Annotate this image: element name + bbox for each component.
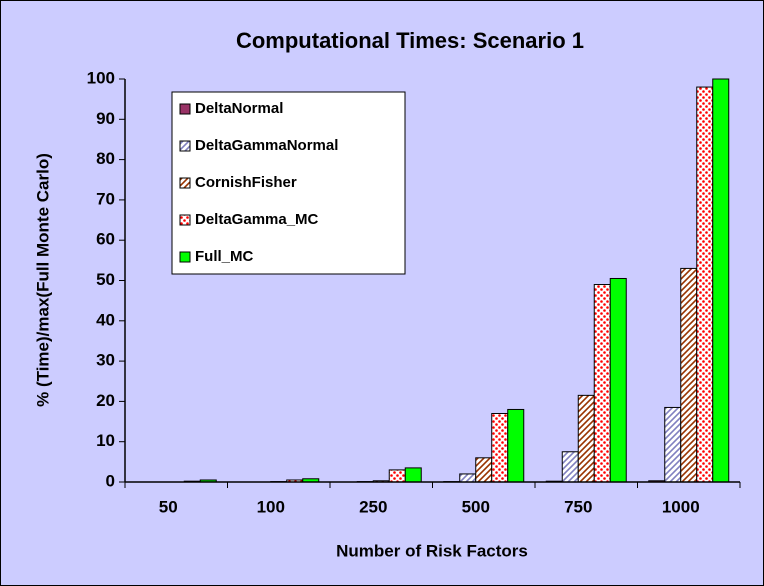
y-tick-label: 60 <box>96 230 115 249</box>
bar <box>507 408 525 483</box>
y-tick-label: 100 <box>87 68 115 87</box>
bar <box>388 469 406 483</box>
y-tick-label: 50 <box>96 270 115 289</box>
y-tick-label: 30 <box>96 351 115 370</box>
bar <box>404 467 422 483</box>
x-tick-label: 100 <box>257 497 285 516</box>
legend-swatch <box>179 177 191 189</box>
y-tick-label: 0 <box>106 471 115 490</box>
legend-label: Full_MC <box>195 248 253 265</box>
legend-box <box>171 91 406 275</box>
y-tick-label: 90 <box>96 109 115 128</box>
legend-swatch <box>179 251 191 263</box>
bar <box>459 473 477 483</box>
legend-label: DeltaNormal <box>195 100 283 117</box>
bar <box>577 394 595 483</box>
bar <box>561 451 579 483</box>
bar <box>680 267 698 483</box>
legend-label: DeltaGammaNormal <box>195 137 338 154</box>
legend-label: DeltaGamma_MC <box>195 211 319 228</box>
legend-swatch <box>179 140 191 152</box>
bar <box>593 284 611 483</box>
x-tick-label: 250 <box>359 497 387 516</box>
legend-swatch <box>179 214 191 226</box>
x-tick-label: 750 <box>564 497 592 516</box>
y-tick-label: 70 <box>96 189 115 208</box>
bar <box>475 457 493 483</box>
x-axis-label: Number of Risk Factors <box>336 541 528 560</box>
y-tick-label: 10 <box>96 431 115 450</box>
bar <box>664 406 682 483</box>
y-tick-label: 80 <box>96 149 115 168</box>
x-tick-label: 500 <box>462 497 490 516</box>
y-tick-label: 40 <box>96 310 115 329</box>
x-tick-label: 50 <box>159 497 178 516</box>
bar <box>609 277 627 483</box>
bar <box>696 86 714 483</box>
bar <box>491 412 509 483</box>
y-axis-label: % (Time)/max(Full Monte Carlo) <box>33 153 52 407</box>
x-tick-label: 1000 <box>662 497 700 516</box>
legend-swatch <box>179 103 191 115</box>
bar <box>712 78 730 483</box>
chart-title: Computational Times: Scenario 1 <box>236 28 584 53</box>
legend-label: CornishFisher <box>195 174 297 191</box>
y-tick-label: 20 <box>96 391 115 410</box>
